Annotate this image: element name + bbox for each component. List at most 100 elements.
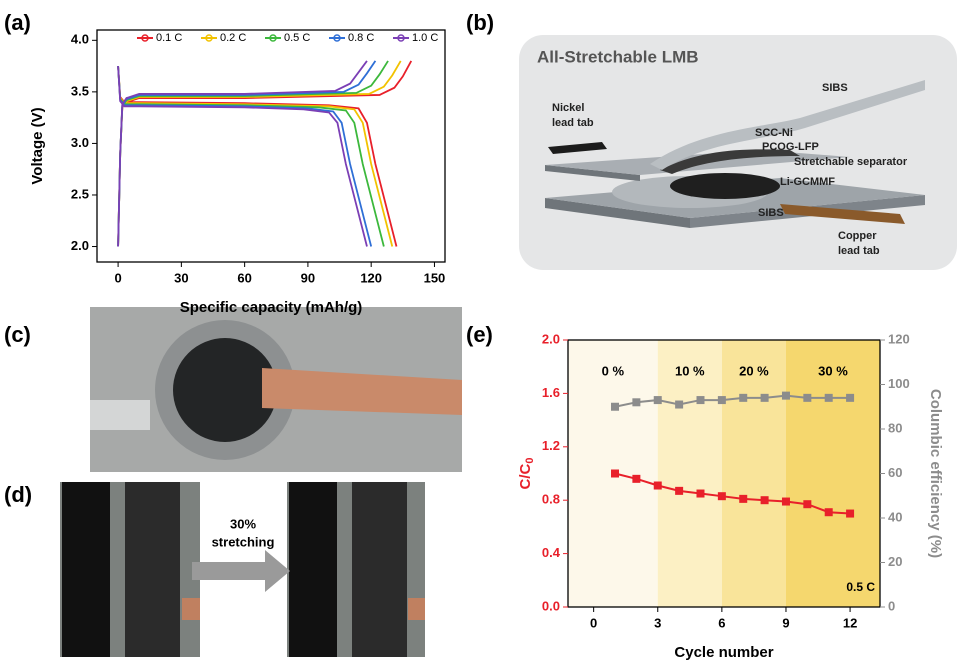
x-tick-label: 0 <box>590 615 597 630</box>
figure: (a) (b) (c) (d) (e) All-Stretchable LMB … <box>0 0 962 663</box>
x-tick-label: 6 <box>718 615 725 630</box>
region <box>722 340 786 607</box>
plot-frame <box>97 30 445 262</box>
stretch-photos: 30% stretching <box>60 482 425 657</box>
region <box>786 340 880 607</box>
y-tick-label: 3.0 <box>71 135 89 150</box>
photo-highlight <box>90 400 150 430</box>
marker <box>611 403 619 411</box>
region-label: 0 % <box>602 363 625 378</box>
diagram-title: All-Stretchable LMB <box>537 47 699 66</box>
electrode <box>173 338 277 442</box>
marker <box>632 475 640 483</box>
panel-label: (a) <box>4 10 31 35</box>
legend-label: 1.0 C <box>412 32 438 44</box>
legend-label: 0.1 C <box>156 32 182 44</box>
copper-bit <box>408 598 425 620</box>
y-tick-label: 1.2 <box>542 438 560 453</box>
y-axis-label: Voltage (V) <box>29 107 46 184</box>
y2-tick-label: 20 <box>888 554 902 569</box>
y2-tick-label: 40 <box>888 509 902 524</box>
y-tick-label: 0.0 <box>542 598 560 613</box>
marker <box>675 487 683 495</box>
y-tick-label: 0.8 <box>542 492 560 507</box>
diagram-label: lead tab <box>552 117 594 129</box>
marker <box>675 401 683 409</box>
marker <box>739 394 747 402</box>
y-axis-label-main: Voltage (V) <box>29 107 46 184</box>
diagram-label: lead tab <box>838 245 880 257</box>
y-tick-label: 3.5 <box>71 83 89 98</box>
x-tick-label: 150 <box>424 270 446 285</box>
y2-tick-label: 120 <box>888 331 910 346</box>
y-axis-label-sub: 0 <box>524 458 536 464</box>
marker <box>632 398 640 406</box>
marker <box>761 394 769 402</box>
y2-tick-label: 100 <box>888 376 910 391</box>
series-line <box>118 61 411 247</box>
marker <box>761 496 769 504</box>
marker <box>718 492 726 500</box>
legend-label: 0.5 C <box>284 32 310 44</box>
marker <box>696 490 704 498</box>
y-tick-label: 2.5 <box>71 186 89 201</box>
marker <box>654 396 662 404</box>
marker <box>825 394 833 402</box>
region-label: 30 % <box>818 363 848 378</box>
x-tick-label: 60 <box>237 270 251 285</box>
x-tick-label: 9 <box>782 615 789 630</box>
region <box>658 340 722 607</box>
diagram-label: Li-GCMMF <box>780 176 835 188</box>
panel-label: (d) <box>4 482 32 507</box>
x-tick-label: 12 <box>843 615 857 630</box>
marker <box>782 392 790 400</box>
y2-axis-label: Columbic efficiency (%) <box>927 389 944 558</box>
y2-tick-label: 80 <box>888 420 902 435</box>
diagram-label: SIBS <box>758 207 784 219</box>
marker <box>654 482 662 490</box>
x-tick-label: 90 <box>301 270 315 285</box>
panel-label: (b) <box>466 10 494 35</box>
marker <box>696 396 704 404</box>
battery-diagram: All-Stretchable LMB SIBS Nickel lead tab… <box>519 35 957 270</box>
x-tick-label: 30 <box>174 270 188 285</box>
x-axis-label: Specific capacity (mAh/g) <box>180 299 363 316</box>
cell-photo <box>90 307 462 472</box>
diagram-label: Stretchable separator <box>794 156 908 168</box>
diagram-label: Copper <box>838 230 877 242</box>
panel-label: (c) <box>4 322 31 347</box>
diagram-label: SCC-Ni <box>755 127 793 139</box>
marker <box>825 508 833 516</box>
y2-tick-label: 0 <box>888 598 895 613</box>
region-label: 20 % <box>739 363 769 378</box>
marker <box>739 495 747 503</box>
y-tick-label: 2.0 <box>71 238 89 253</box>
marker <box>846 510 854 518</box>
y2-tick-label: 60 <box>888 465 902 480</box>
marker <box>803 500 811 508</box>
legend-label: 0.8 C <box>348 32 374 44</box>
x-tick-label: 120 <box>360 270 382 285</box>
annotation: 0.5 C <box>846 580 875 594</box>
strip <box>289 482 337 657</box>
li-anode <box>670 173 780 199</box>
arrow-label: 30% <box>230 516 256 531</box>
y-tick-label: 4.0 <box>71 32 89 47</box>
strip <box>352 482 407 657</box>
marker <box>782 498 790 506</box>
marker <box>718 396 726 404</box>
diagram-label: SIBS <box>822 82 848 94</box>
strip <box>62 482 110 657</box>
marker <box>803 394 811 402</box>
series-line <box>118 61 401 247</box>
x-tick-label: 0 <box>114 270 121 285</box>
panel-label: (e) <box>466 322 493 347</box>
series-line <box>118 61 375 247</box>
series-line <box>118 61 367 247</box>
copper-bit <box>182 598 200 620</box>
y-tick-label: 0.4 <box>542 545 561 560</box>
y-tick-label: 1.6 <box>542 385 560 400</box>
arrow <box>192 550 290 592</box>
diagram-label: PCOG-LFP <box>762 141 819 153</box>
y-axis-label-main: C/C <box>517 463 534 489</box>
